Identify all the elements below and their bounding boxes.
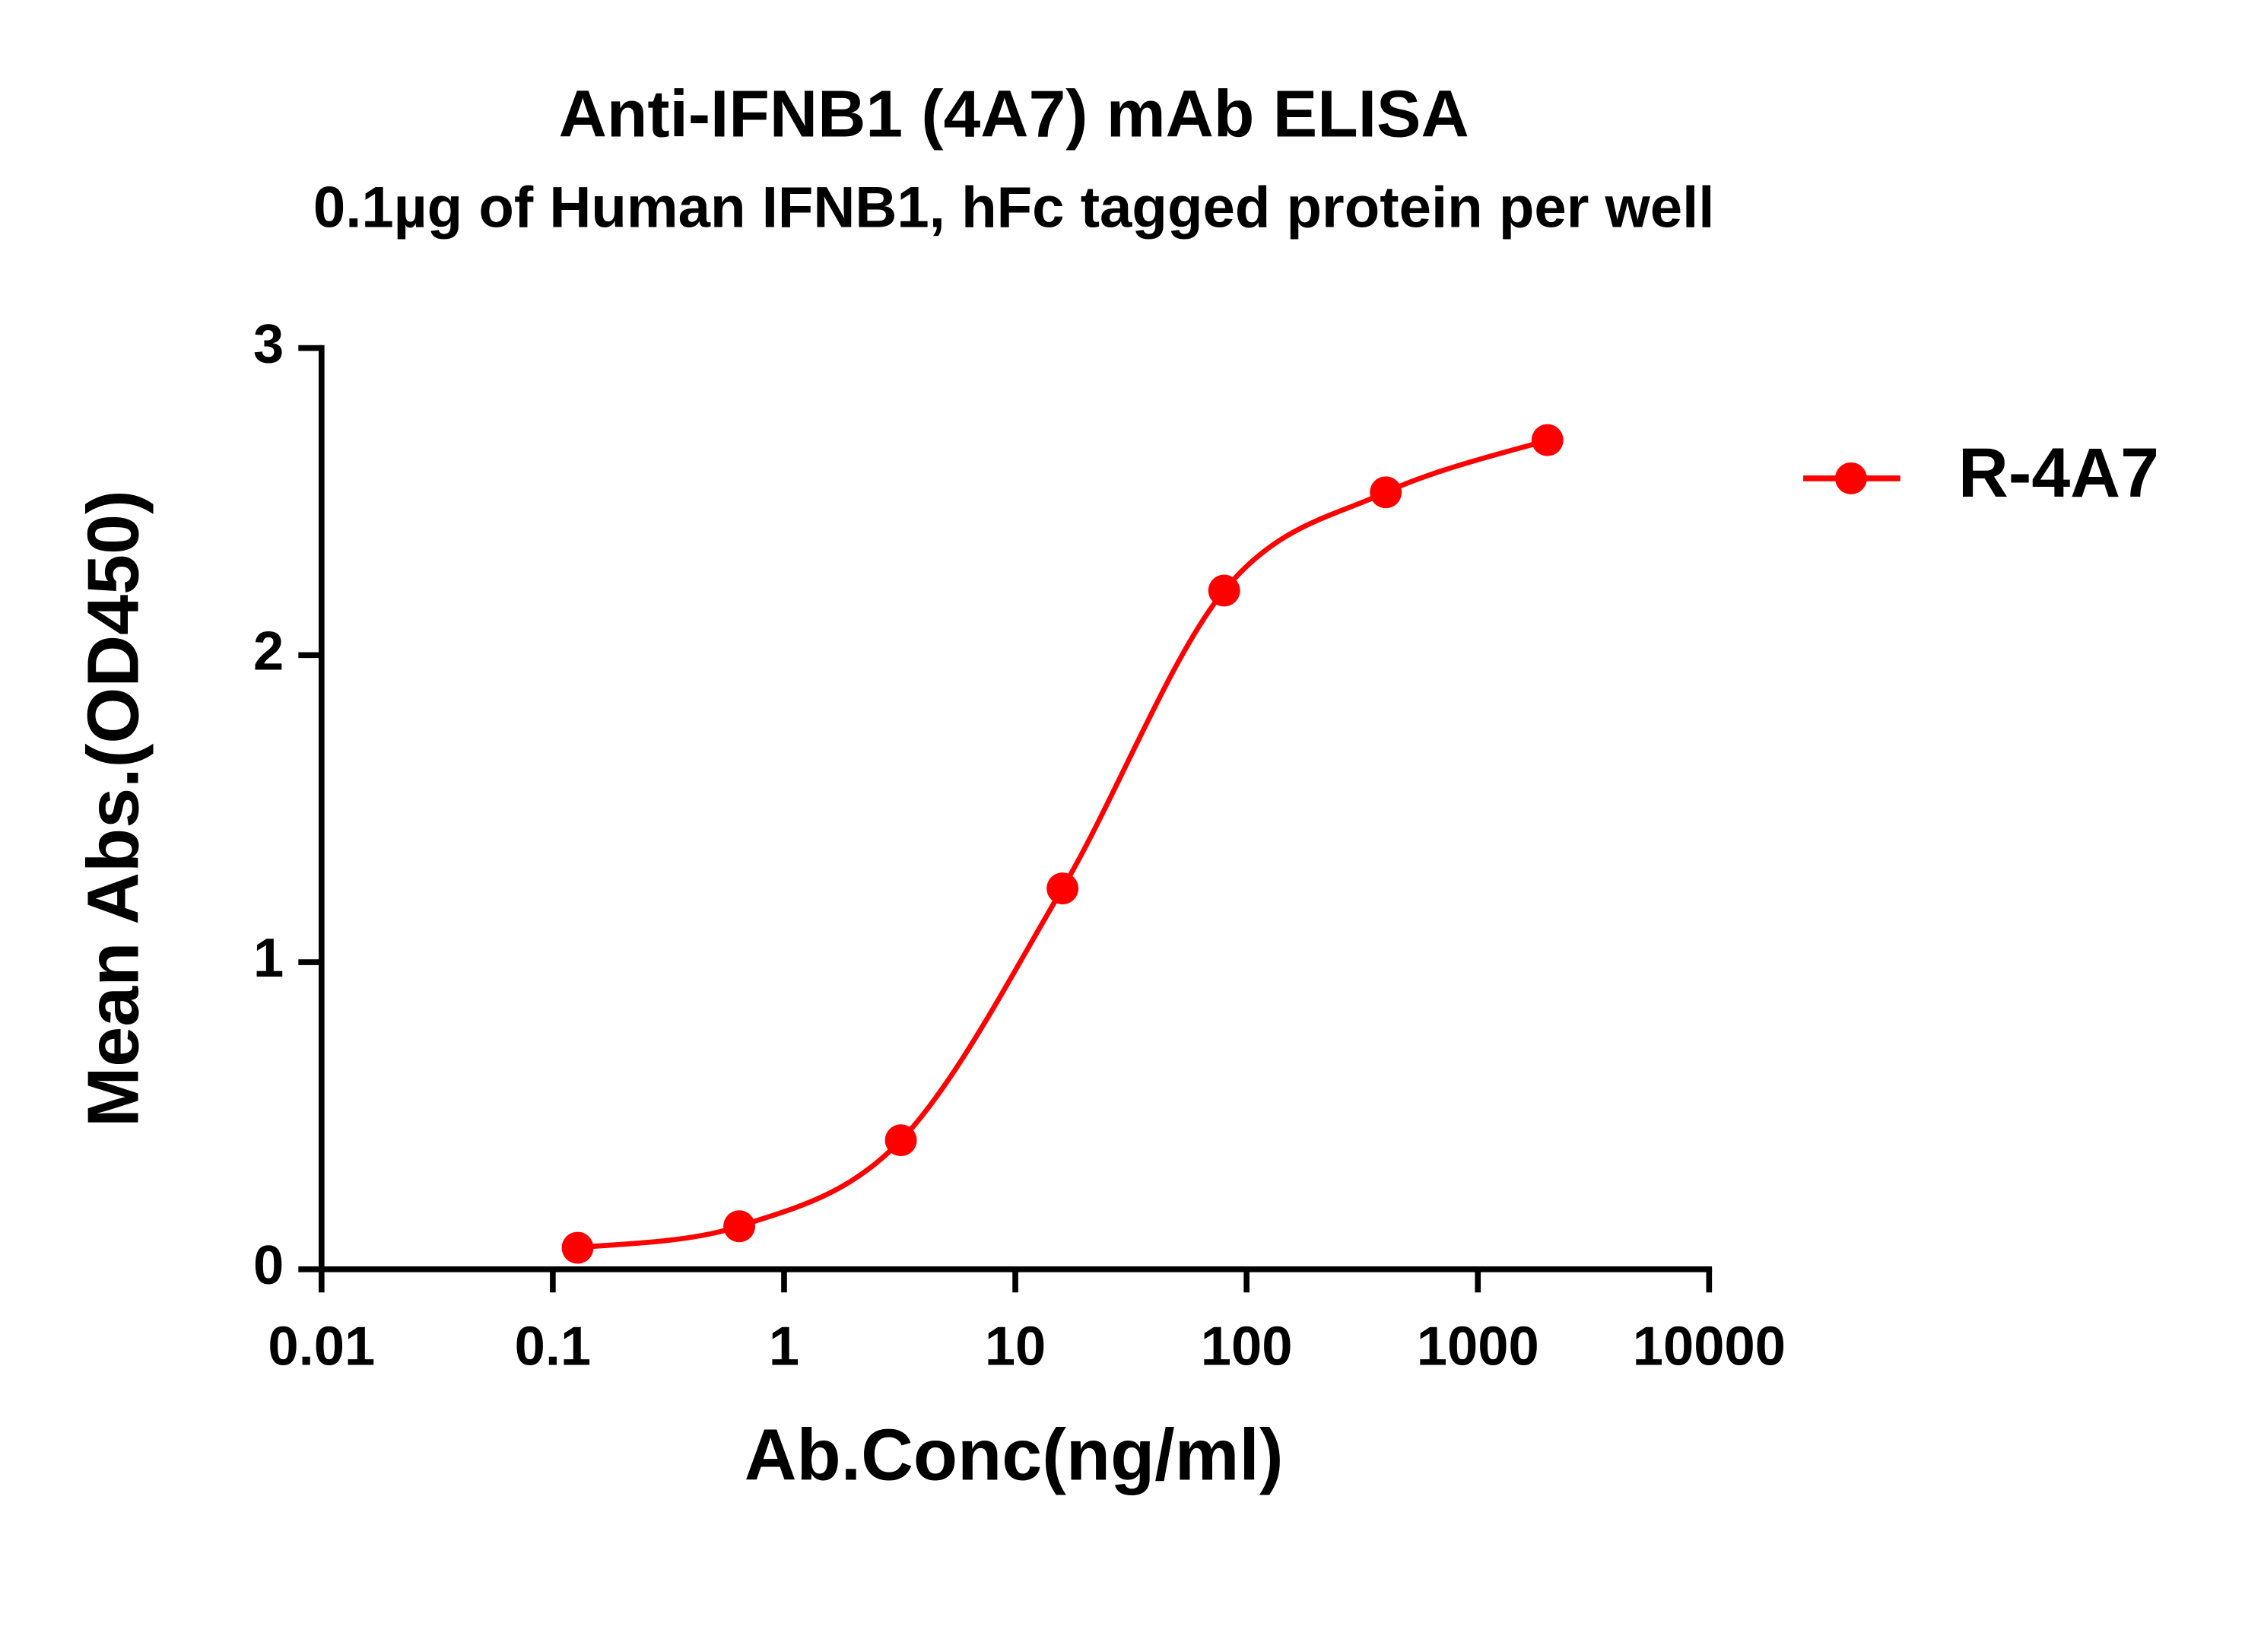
y-tick-label: 1 (253, 927, 284, 989)
data-point (884, 1124, 917, 1157)
y-tick-label: 3 (253, 313, 284, 375)
y-axis-title: Mean Abs.(OD450) (73, 490, 154, 1127)
chart-title: Anti-IFNB1 (4A7) mAb ELISA (559, 77, 1469, 151)
data-point (723, 1210, 755, 1243)
x-tick-label: 10000 (1633, 1316, 1786, 1377)
y-tick-label: 2 (253, 620, 284, 681)
data-point (1370, 476, 1402, 509)
data-point (1208, 574, 1240, 607)
x-axis-title: Ab.Conc(ng/ml) (745, 1415, 1284, 1495)
y-tick-label: 0 (253, 1234, 284, 1296)
data-point (1046, 872, 1079, 905)
x-tick-label: 0.01 (268, 1316, 375, 1377)
x-tick-label: 1 (769, 1316, 799, 1377)
x-tick-label: 0.1 (515, 1316, 592, 1377)
x-tick-label: 10 (985, 1316, 1046, 1377)
legend-label: R-4A7 (1958, 434, 2159, 512)
x-tick-label: 1000 (1417, 1316, 1539, 1377)
data-point (561, 1231, 594, 1264)
fit-curve (577, 437, 1548, 1250)
x-tick-label: 100 (1201, 1316, 1293, 1377)
data-point (1531, 424, 1564, 456)
legend-marker (1835, 462, 1867, 494)
chart-subtitle: 0.1µg of Human IFNB1, hFc tagged protein… (313, 176, 1715, 240)
